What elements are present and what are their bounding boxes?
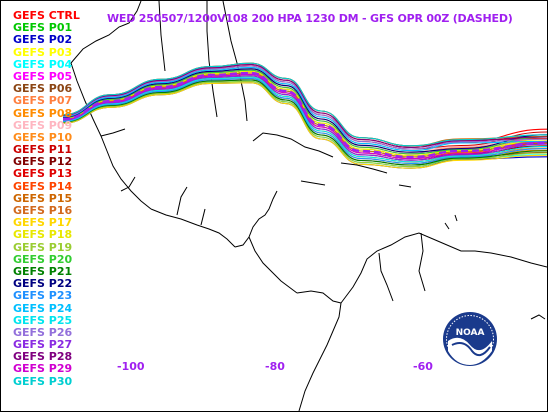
coastline-segment xyxy=(252,132,334,158)
ensemble-contour xyxy=(62,82,547,169)
legend-item: GEFS P02 xyxy=(13,33,73,47)
ensemble-contour xyxy=(62,75,547,161)
coastline-segment xyxy=(70,1,142,64)
legend-item: GEFS P11 xyxy=(13,143,73,157)
legend-item: GEFS P08 xyxy=(13,106,73,120)
lon-label-80w: -80 xyxy=(265,360,285,373)
legend-item: GEFS CTRL xyxy=(13,9,80,22)
ensemble-contour xyxy=(62,78,547,164)
ensemble-contour xyxy=(62,76,547,163)
ensemble-contour xyxy=(62,69,547,155)
legend-item: GEFS P26 xyxy=(13,325,73,339)
lon-label-60w: -60 xyxy=(413,360,433,373)
legend-item: GEFS P09 xyxy=(13,118,73,132)
legend-item: GEFS P03 xyxy=(13,45,73,59)
legend-item: GEFS P27 xyxy=(13,338,73,352)
legend-item: GEFS P19 xyxy=(13,240,73,254)
legend-item: GEFS P25 xyxy=(13,313,73,327)
coastline-segment xyxy=(234,190,278,248)
legend-item: GEFS P16 xyxy=(13,204,73,217)
coastline-segment xyxy=(454,214,458,222)
coastlines xyxy=(70,1,547,411)
legend-item: GEFS P07 xyxy=(13,94,73,108)
coastline-segment xyxy=(300,180,326,186)
legend-item: GEFS P23 xyxy=(13,289,73,303)
coastline-segment xyxy=(296,290,342,304)
legend-item: GEFS P10 xyxy=(13,130,73,144)
coastline-segment xyxy=(158,1,166,72)
coastline-segment xyxy=(206,1,218,118)
coastline-segment xyxy=(378,252,394,302)
ensemble-contour xyxy=(62,66,547,152)
coastline-segment xyxy=(340,162,388,174)
legend-item: GEFS P14 xyxy=(13,179,73,193)
coastline-segment xyxy=(298,302,342,411)
legend-item: GEFS P24 xyxy=(13,301,73,315)
legend-item: GEFS P01 xyxy=(13,21,73,35)
legend-item: GEFS P20 xyxy=(13,252,73,266)
legend-item: GEFS P21 xyxy=(13,264,73,278)
ensemble-contour xyxy=(62,73,547,160)
noaa-logo: NOAA xyxy=(443,312,497,366)
svg-text:NOAA: NOAA xyxy=(456,328,485,338)
legend-item: GEFS P18 xyxy=(13,228,73,242)
coastline-segment xyxy=(248,236,298,294)
map-title: WED 250507/1200V108 200 HPA 1230 DM - GF… xyxy=(107,12,513,25)
lon-label-100w: -100 xyxy=(117,360,145,373)
legend-item: GEFS P30 xyxy=(13,374,73,388)
legend-item: GEFS P13 xyxy=(13,167,73,181)
legend-item: GEFS P12 xyxy=(13,155,73,169)
gfs-opr-dashed-contour xyxy=(62,71,547,159)
legend-item: GEFS P17 xyxy=(13,216,73,230)
coastline-segment xyxy=(200,208,206,226)
legend-item: GEFS P22 xyxy=(13,277,73,291)
coastline-segment xyxy=(120,176,136,192)
coastline-segment xyxy=(70,62,152,210)
coastline-segment xyxy=(530,314,546,320)
coastline-segment xyxy=(100,128,126,137)
legend-item: GEFS P15 xyxy=(13,191,73,205)
ensemble-legend: GEFS CTRL GEFS P01 GEFS P02 GEFS P03 GEFS P0… xyxy=(13,9,80,388)
ensemble-contour xyxy=(62,68,547,153)
coastline-segment xyxy=(222,1,248,122)
legend-item: GEFS P28 xyxy=(13,350,73,364)
height-contours xyxy=(62,62,547,169)
legend-item: GEFS P04 xyxy=(13,57,73,71)
coastline-segment xyxy=(150,208,236,248)
ensemble-contour xyxy=(62,79,547,166)
legend-item: GEFS P06 xyxy=(13,82,73,96)
coastline-segment xyxy=(176,186,188,216)
coastline-segment xyxy=(398,184,412,188)
ensemble-contour xyxy=(62,62,547,147)
coastline-segment xyxy=(340,232,547,304)
legend-item: GEFS P29 xyxy=(13,362,73,376)
legend-item: GEFS P05 xyxy=(13,69,73,83)
coastline-segment xyxy=(444,222,450,230)
ensemble-contour xyxy=(62,80,547,168)
ensemble-contour xyxy=(62,65,547,150)
coastline-segment xyxy=(418,232,426,292)
ensemble-contour xyxy=(62,64,547,148)
